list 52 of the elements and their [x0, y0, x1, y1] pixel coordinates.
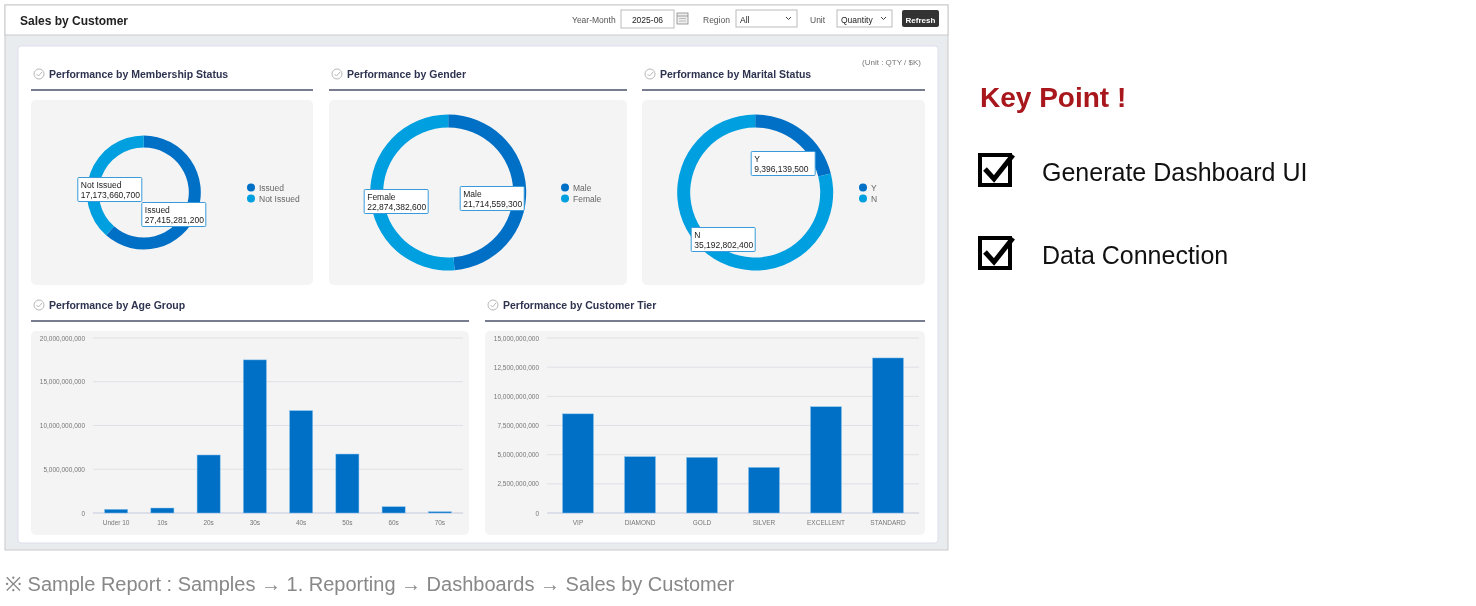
slice-label: Not Issued [80, 179, 122, 190]
chart-title: Performance by Marital Status [660, 68, 812, 80]
chart-title: Performance by Gender [347, 68, 467, 80]
bar [381, 506, 406, 514]
bar [562, 413, 594, 514]
legend-label: Y [871, 183, 877, 193]
slice-label: Female [367, 191, 396, 202]
text: Year-Month [572, 15, 616, 25]
data-label: 22,874,382,600 [367, 202, 427, 212]
legend-label: Female [573, 194, 602, 204]
donut-slice [755, 114, 831, 177]
bar [872, 357, 904, 514]
text: Quantity [841, 15, 874, 25]
text: Key Point ! [980, 82, 1127, 113]
text: Data Connection [1042, 241, 1229, 269]
donut-slice [677, 114, 834, 271]
bar [810, 406, 842, 514]
text: Sales by Customer [20, 14, 129, 28]
slice-label: Y [754, 153, 761, 164]
data-label: 9,396,139,500 [754, 164, 809, 174]
slice-label: Male [463, 188, 482, 199]
donut-slice [448, 114, 527, 271]
text: All [740, 15, 750, 25]
data-label: 21,714,559,300 [463, 199, 523, 209]
text: ※ Sample Report : Samples → 1. Reporting → Dashboards → Sales by Customer [5, 573, 735, 595]
legend-label: Not Issued [259, 194, 300, 204]
bar [150, 507, 175, 514]
bar [289, 410, 313, 514]
slice-label: N [694, 229, 701, 240]
data-label: 17,173,660,700 [80, 190, 141, 200]
legend-label: Male [573, 183, 592, 193]
legend-label: N [871, 194, 878, 204]
text: (Unit : QTY / $K) [862, 58, 922, 67]
legend-label: Issued [259, 183, 285, 193]
text: Unit [810, 15, 826, 25]
bar [748, 467, 780, 514]
bar [104, 509, 128, 514]
chart-title: Performance by Customer Tier [503, 299, 657, 311]
text: 2025-06 [631, 15, 664, 25]
bar [196, 454, 221, 514]
bar [335, 453, 360, 514]
bar [243, 359, 267, 514]
data-label: 35,192,802,400 [694, 240, 754, 250]
bar [686, 457, 718, 514]
data-label: 27,415,281,200 [144, 215, 205, 225]
chart-title: Performance by Membership Status [49, 68, 229, 80]
chart-title: Performance by Age Group [49, 299, 186, 311]
text: Region [703, 15, 731, 25]
text: Generate Dashboard UI [1042, 158, 1308, 186]
slice-label: Issued [144, 204, 171, 215]
text: Refresh [905, 16, 936, 25]
bar [624, 456, 656, 514]
